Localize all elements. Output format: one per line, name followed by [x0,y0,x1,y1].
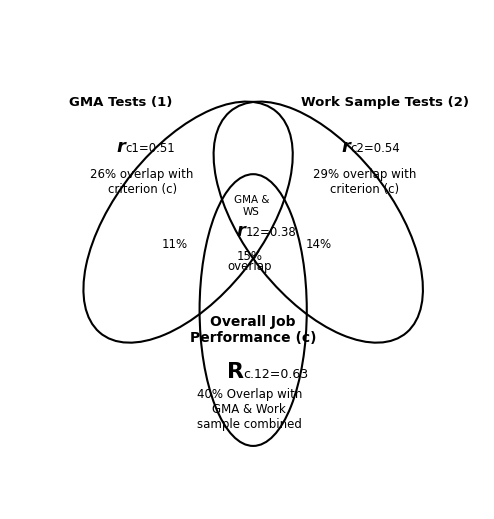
Text: 12=0.38: 12=0.38 [246,226,296,239]
Text: Overall Job
Performance (c): Overall Job Performance (c) [190,315,317,345]
Text: c.12=0.63: c.12=0.63 [244,368,309,381]
Text: r: r [342,138,351,156]
Text: c2=0.54: c2=0.54 [351,142,401,155]
Text: GMA Tests (1): GMA Tests (1) [69,95,173,109]
Text: 14%: 14% [305,238,331,251]
Text: 26% overlap with
criterion (c): 26% overlap with criterion (c) [90,168,194,196]
Text: R: R [227,362,244,382]
Text: 29% overlap with
criterion (c): 29% overlap with criterion (c) [313,168,416,196]
Text: Work Sample Tests (2): Work Sample Tests (2) [301,95,469,109]
Text: 15%: 15% [236,250,262,263]
Text: overlap: overlap [227,261,272,274]
Text: 11%: 11% [162,238,188,251]
Text: 40% Overlap with
GMA & Work
sample combined: 40% Overlap with GMA & Work sample combi… [197,388,302,431]
Text: GMA &
WS: GMA & WS [234,195,269,217]
Text: r: r [116,138,125,156]
Text: c1=0.51: c1=0.51 [125,142,175,155]
Text: r: r [237,222,246,240]
